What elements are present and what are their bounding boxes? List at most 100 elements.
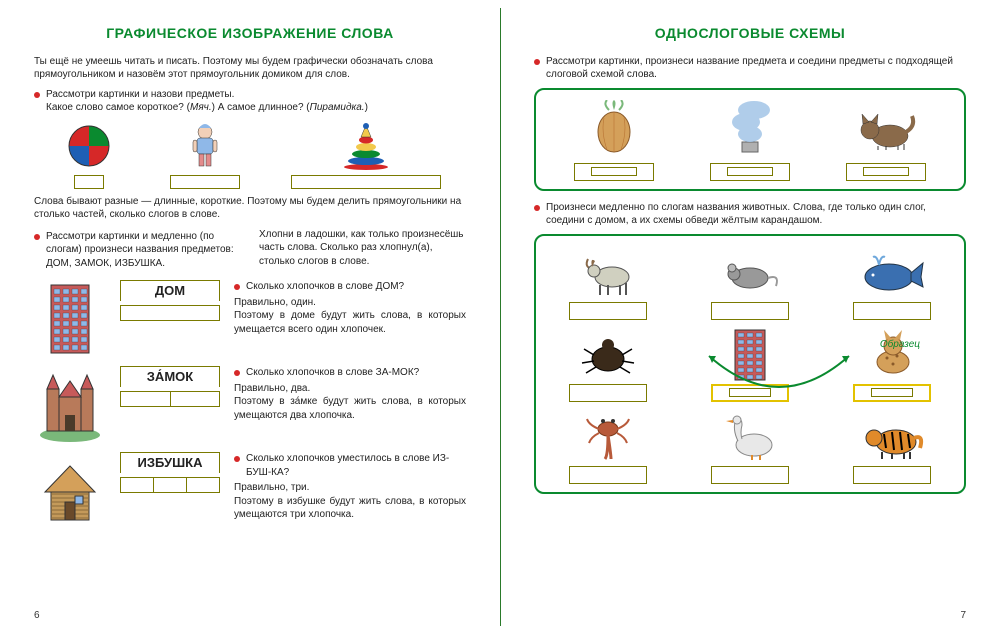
dot bbox=[234, 370, 240, 376]
page-right: ОДНОСЛОГОВЫЕ СХЕМЫ Рассмотри картинки, п… bbox=[500, 0, 1000, 634]
house-center-icon bbox=[715, 328, 785, 380]
frame1-boxes bbox=[546, 163, 954, 181]
two-column: Рассмотри картинки и медленно (по слогам… bbox=[34, 228, 466, 273]
sample-scheme bbox=[853, 384, 931, 402]
q: Сколько хлопочков в слове ДОМ? bbox=[246, 280, 404, 294]
frame1-imgs bbox=[546, 100, 954, 155]
mouse-icon bbox=[715, 246, 785, 298]
a: Правильно, два. bbox=[234, 382, 466, 396]
castle-icon bbox=[34, 366, 106, 444]
high-rise-icon bbox=[34, 280, 106, 358]
r-bullet-1: Рассмотри картинки, произнеси название п… bbox=[534, 55, 966, 82]
house-row: ЗА́МОК Сколько хлопочков в слове ЗА-МОК?… bbox=[34, 366, 466, 444]
sample-label: Образец bbox=[880, 338, 920, 352]
word-label: ДОМ bbox=[120, 280, 220, 301]
q-bullet: Сколько хлопочков в слове ДОМ? bbox=[234, 280, 466, 294]
goose-icon bbox=[715, 410, 785, 462]
rb1: Рассмотри картинки, произнеси название п… bbox=[546, 55, 966, 82]
hut-icon bbox=[34, 452, 106, 530]
b1b2: ) А самое длинное? ( bbox=[212, 102, 310, 113]
grid-cell-crab bbox=[546, 410, 670, 484]
rb2: Произнеси медленно по слогам названия жи… bbox=[546, 201, 966, 228]
bullet-dot bbox=[34, 92, 40, 98]
blank-scheme bbox=[569, 466, 647, 484]
house-row: ДОМ Сколько хлопочков в слове ДОМ? Прави… bbox=[34, 280, 466, 358]
word-box-small bbox=[74, 175, 104, 189]
house-mid: ЗА́МОК bbox=[116, 366, 224, 407]
bullet-1: Рассмотри картинки и назови предметы. Ка… bbox=[34, 88, 466, 115]
crab-icon bbox=[573, 410, 643, 462]
grid-cell-beetle bbox=[546, 328, 670, 402]
title-right: ОДНОСЛОГОВЫЕ СХЕМЫ bbox=[534, 24, 966, 43]
center-scheme bbox=[711, 384, 789, 402]
blank-scheme bbox=[569, 384, 647, 402]
exp: Поэтому в за́мке будут жить слова, в кот… bbox=[234, 395, 466, 422]
syllable-scheme-box bbox=[710, 163, 790, 181]
blank-scheme bbox=[853, 302, 931, 320]
bullet-1-text: Рассмотри картинки и назови предметы. Ка… bbox=[46, 88, 466, 115]
b1b: Какое слово самое короткое? ( bbox=[46, 102, 190, 113]
syllable-scheme-box bbox=[574, 163, 654, 181]
exp: Поэтому в избушке будут жить слова, в ко… bbox=[234, 495, 466, 522]
b1b2i: Пирамидка. bbox=[310, 102, 365, 113]
page-num-right: 7 bbox=[960, 609, 966, 623]
page-left: ГРАФИЧЕСКОЕ ИЗОБРАЖЕНИЕ СЛОВА Ты ещё не … bbox=[0, 0, 500, 634]
a: Правильно, один. bbox=[234, 296, 466, 310]
syllable-boxes bbox=[120, 305, 220, 321]
pyramid-icon bbox=[336, 121, 396, 171]
exp: Поэтому в доме будут жить слова, в котор… bbox=[234, 309, 466, 336]
a: Правильно, три. bbox=[234, 481, 466, 495]
ball-icon bbox=[59, 121, 119, 171]
img-ball bbox=[59, 121, 119, 189]
dot bbox=[234, 456, 240, 462]
houses-container: ДОМ Сколько хлопочков в слове ДОМ? Прави… bbox=[34, 280, 466, 530]
grid-cell-tiger bbox=[830, 410, 954, 484]
grid-cell-house-center bbox=[688, 328, 812, 402]
blank-scheme bbox=[711, 466, 789, 484]
word-label: ИЗБУШКА bbox=[120, 452, 220, 473]
house-mid: ИЗБУШКА bbox=[116, 452, 224, 493]
tiger-icon bbox=[857, 410, 927, 462]
green-frame-1 bbox=[534, 88, 966, 191]
top-image-row bbox=[34, 121, 466, 189]
blank-scheme bbox=[853, 466, 931, 484]
grid-cell-whale bbox=[830, 246, 954, 320]
q-bullet: Сколько хлопочков уместилось в слове ИЗ-… bbox=[234, 452, 466, 479]
b1b3: ) bbox=[365, 102, 368, 113]
goat-icon bbox=[573, 246, 643, 298]
smoke-icon bbox=[715, 100, 785, 155]
syllable-scheme-box bbox=[846, 163, 926, 181]
b1: Рассмотри картинки и назови предметы. bbox=[46, 89, 234, 100]
img-pyramid bbox=[291, 121, 441, 189]
word-box-large bbox=[291, 175, 441, 189]
syllable-boxes bbox=[120, 477, 220, 493]
intro-text: Ты ещё не умеешь читать и писать. Поэтом… bbox=[34, 55, 466, 82]
house-right: Сколько хлопочков уместилось в слове ИЗ-… bbox=[234, 452, 466, 522]
whale-icon bbox=[857, 246, 927, 298]
title-left: ГРАФИЧЕСКОЕ ИЗОБРАЖЕНИЕ СЛОВА bbox=[34, 24, 466, 43]
q-bullet: Сколько хлопочков в слове ЗА-МОК? bbox=[234, 366, 466, 380]
beetle-icon bbox=[573, 328, 643, 380]
q: Сколько хлопочков в слове ЗА-МОК? bbox=[246, 366, 419, 380]
col-right: Хлопни в ладошки, как только произнесёшь… bbox=[259, 228, 466, 273]
cat-icon bbox=[851, 100, 921, 155]
grid-cell-mouse bbox=[688, 246, 812, 320]
img-doll bbox=[170, 121, 240, 189]
dot bbox=[34, 234, 40, 240]
doll-icon bbox=[175, 121, 235, 171]
onion-icon bbox=[579, 100, 649, 155]
dot bbox=[534, 205, 540, 211]
lynx-icon bbox=[857, 328, 927, 380]
blank-scheme bbox=[569, 302, 647, 320]
house-mid: ДОМ bbox=[116, 280, 224, 321]
house-right: Сколько хлопочков в слове ЗА-МОК? Правил… bbox=[234, 366, 466, 422]
grid-cell-goose bbox=[688, 410, 812, 484]
house-row: ИЗБУШКА Сколько хлопочков уместилось в с… bbox=[34, 452, 466, 530]
green-frame-2: Образец bbox=[534, 234, 966, 494]
blank-scheme bbox=[711, 302, 789, 320]
dot bbox=[534, 59, 540, 65]
after-images: Слова бывают разные — длинные, короткие.… bbox=[34, 195, 466, 222]
syllable-boxes bbox=[120, 391, 220, 407]
r-bullet-2: Произнеси медленно по слогам названия жи… bbox=[534, 201, 966, 228]
b1bi: Мяч. bbox=[190, 102, 212, 113]
